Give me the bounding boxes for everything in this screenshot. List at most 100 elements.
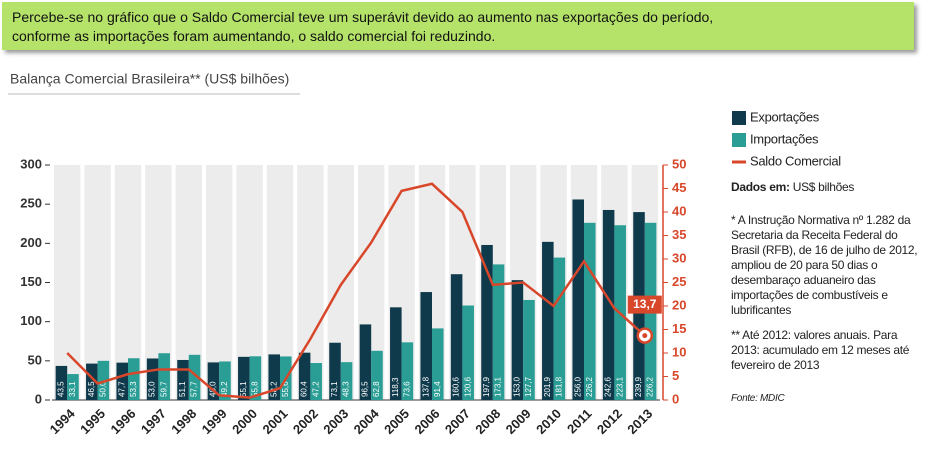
bar (359, 324, 372, 400)
y2-tick-label: 25 (672, 274, 686, 289)
bar (249, 356, 262, 400)
y2-tick-label: 0 (672, 391, 679, 406)
value-label: 118,3 (391, 377, 400, 397)
x-tick-label: 2008 (472, 406, 503, 437)
y-tick-label: 200 (20, 235, 42, 250)
value-label: 49,2 (220, 381, 229, 397)
value-label-box (627, 295, 662, 314)
column-stripe (206, 165, 233, 400)
y-tick-label: 250 (20, 196, 42, 211)
bar (238, 356, 250, 400)
value-label: 127,7 (524, 376, 533, 397)
source: Fonte: MDIC (731, 393, 785, 404)
x-tick-label: 1994 (47, 405, 79, 437)
value-label: 48,3 (342, 381, 351, 397)
value-label: 223,1 (615, 376, 624, 397)
value-label: 197,9 (482, 376, 491, 397)
bar (553, 257, 566, 400)
value-label: 91,4 (433, 381, 442, 397)
bar (401, 342, 414, 400)
bar (390, 307, 402, 400)
x-tick-label: 2005 (381, 406, 412, 437)
value-label: 160,6 (452, 376, 461, 397)
chart-title: Balança Comercial Brasileira** (US$ bilh… (10, 71, 289, 87)
value-label: 57,7 (190, 381, 199, 397)
bar (219, 361, 231, 400)
x-tick-label: 2009 (503, 406, 534, 437)
banner-line: conforme as importações foram aumentando… (12, 28, 496, 44)
value-label: 47,7 (117, 381, 126, 397)
value-label: 53,0 (148, 381, 157, 397)
bar (188, 354, 201, 400)
x-tick-label: 2013 (624, 406, 655, 437)
bar (511, 280, 524, 400)
column-stripe (54, 165, 81, 400)
value-label: 13,7 (633, 297, 657, 311)
value-label: 43,5 (57, 381, 66, 397)
bar (146, 358, 159, 400)
legend-swatch (732, 133, 746, 147)
legend-label: Exportações (750, 109, 820, 124)
legend-swatch (732, 111, 746, 125)
value-label: 96,5 (361, 381, 370, 397)
y2-tick-label: 50 (672, 156, 686, 171)
bar (420, 292, 432, 400)
legend-label: Saldo Comercial (750, 153, 841, 168)
banner-line: Percebe-se no gráfico que o Saldo Comerc… (12, 9, 714, 25)
bar (462, 305, 474, 400)
y2-tick-label: 5 (672, 368, 679, 383)
bar (432, 328, 444, 400)
units-value: US$ bilhões (792, 180, 855, 194)
x-tick-label: 2007 (442, 406, 473, 437)
y-tick-label: 300 (20, 156, 42, 171)
value-label: 201,9 (543, 376, 552, 397)
bar (602, 209, 615, 400)
banner: Percebe-se no gráfico que o Saldo Comerc… (2, 2, 914, 50)
value-label: 55,8 (250, 381, 259, 397)
bar (55, 365, 68, 400)
x-tick-label: 2011 (564, 406, 595, 437)
x-tick-label: 1998 (168, 406, 199, 437)
bar (584, 222, 596, 400)
bar (207, 362, 220, 400)
x-tick-label: 2000 (229, 406, 260, 437)
value-label: 53,3 (129, 381, 138, 397)
x-tick-label: 2004 (351, 405, 383, 437)
value-label: 239,9 (634, 376, 643, 397)
value-label: 120,6 (463, 376, 472, 397)
y-tick-label: 150 (20, 274, 42, 289)
value-label: 181,8 (554, 376, 563, 397)
saldo-line (66, 182, 646, 399)
bar (572, 199, 584, 400)
bar (128, 358, 140, 400)
y-tick-label: 50 (28, 352, 42, 367)
x-tick-label: 2001 (259, 406, 290, 437)
notes: Dados em: US$ bilhões * A Instrução Norm… (731, 180, 919, 416)
value-label: 226,2 (646, 376, 655, 397)
units: Dados em: US$ bilhões (731, 180, 919, 195)
value-label: 60,4 (300, 381, 309, 397)
x-tick-label: 1997 (138, 406, 169, 437)
y2-tick-label: 40 (672, 203, 686, 218)
value-label: 47,2 (311, 381, 320, 397)
bar (481, 244, 493, 400)
bar (177, 359, 189, 400)
value-label: 242,6 (604, 376, 613, 397)
value-label: 173,1 (494, 376, 503, 397)
bar (542, 241, 554, 400)
y2-tick-label: 30 (672, 250, 686, 265)
y-tick-label: 0 (35, 391, 42, 406)
bar (329, 342, 341, 400)
value-label: 73,1 (330, 381, 339, 397)
value-label: 153,0 (513, 376, 522, 397)
bar (492, 264, 505, 400)
y2-tick-label: 45 (672, 180, 686, 195)
bar (268, 354, 280, 400)
bar (523, 299, 535, 400)
value-label: 50,0 (98, 381, 107, 397)
value-label: 55,6 (281, 381, 290, 397)
x-tick-label: 2012 (594, 406, 625, 437)
value-label: 256,0 (573, 376, 582, 397)
value-label: 59,7 (159, 381, 168, 397)
